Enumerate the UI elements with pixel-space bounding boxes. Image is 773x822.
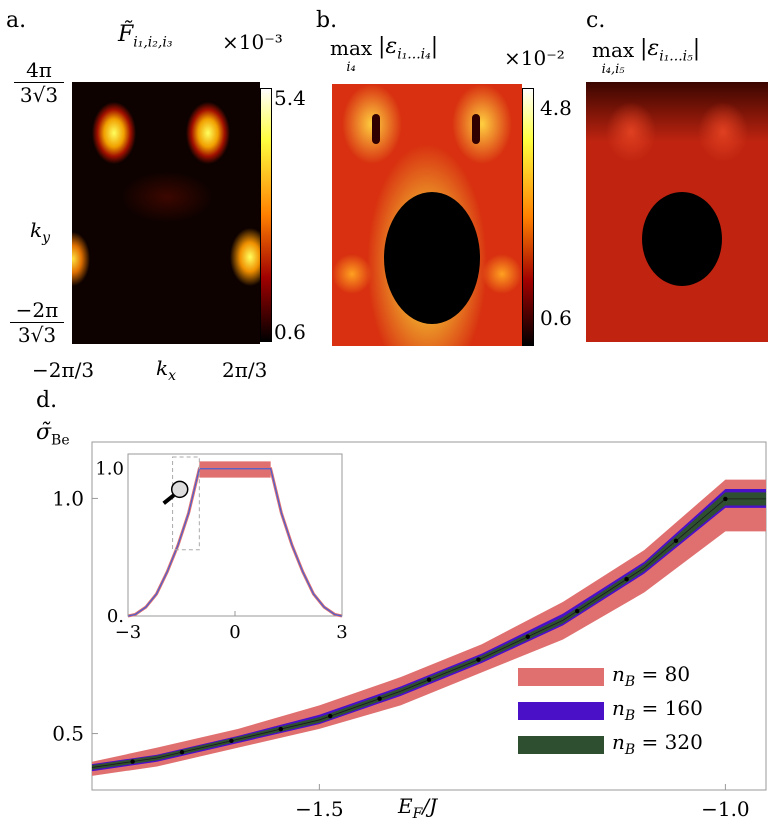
magnifier-handle: [162, 493, 175, 505]
hotspot: [186, 102, 230, 164]
data-point: [673, 538, 679, 544]
panel-c-title-max: max i₄,i₅: [592, 38, 635, 77]
panel-b-hole: [384, 192, 480, 324]
data-point: [179, 750, 185, 755]
panel-d-xlabel: EF/J: [398, 794, 438, 822]
panel-a-heatmap: [72, 82, 260, 344]
panel-b-colorbar: [522, 88, 534, 346]
legend: nB = 80 nB = 160 nB = 320: [516, 660, 766, 762]
data-point: [476, 657, 481, 662]
panel-c-heatmap: [586, 82, 768, 342]
inset-y-tick-label: 0.: [107, 606, 124, 627]
series-band-0: [92, 479, 766, 776]
data-point: [624, 576, 629, 582]
data-point: [278, 726, 284, 732]
panel-c-letter: c.: [586, 8, 606, 33]
panel-a-ytick-top: 4π 3√3: [14, 58, 64, 107]
panel-b-cbar-max: 4.8: [540, 96, 572, 120]
hotspot: [72, 232, 90, 286]
panel-d-letter: d.: [36, 388, 58, 413]
inset-zoom-box: [172, 456, 200, 551]
hotspot: [92, 102, 136, 164]
panel-a-cbar-min: 0.6: [274, 320, 306, 344]
panel-a-colorbar: [260, 88, 272, 342]
panel-b-letter: b.: [316, 8, 338, 33]
inset-curve: [127, 468, 343, 617]
panel-d-ylabel: σ̃Be: [36, 420, 70, 449]
panel-a-letter: a.: [6, 8, 27, 33]
panel-c-title-expr: |εi₁...i₅|: [640, 36, 701, 65]
data-point: [328, 713, 333, 719]
data-point: [377, 696, 382, 701]
legend-item-160: nB = 160: [516, 694, 766, 728]
panel-b-cbar-min: 0.6: [540, 306, 572, 330]
inset-x-tick-label: −3: [115, 622, 142, 643]
panel-a-xtick-left: −2π/3: [32, 358, 95, 382]
data-point: [130, 759, 135, 764]
panel-a-title: F̃i₁,i₂,i₃: [118, 22, 173, 51]
data-point: [525, 634, 530, 639]
inset-frame: [127, 453, 343, 617]
y-tick-label: 0.5: [52, 722, 84, 746]
data-point: [723, 496, 728, 502]
data-point: [229, 738, 234, 743]
legend-swatch-80: [518, 668, 604, 686]
panel-b-title-expr: |εi₁...i₄|: [378, 34, 439, 63]
inset-x-tick-label: 0: [229, 622, 240, 643]
x-tick-label: −1.5: [295, 797, 344, 821]
panel-a-cbar-max: 5.4: [274, 86, 306, 110]
panel-a-xtick-right: 2π/3: [222, 358, 268, 382]
magnifier-icon: [170, 480, 189, 499]
y-tick-label: 1.0: [52, 486, 84, 510]
legend-swatch-160: [518, 702, 604, 720]
panel-c-hole: [642, 192, 722, 286]
hotspot: [230, 228, 260, 286]
data-point: [574, 608, 580, 614]
panel-d-frame: [91, 441, 767, 791]
inset-y-tick-label: 1.0: [95, 459, 124, 480]
legend-item-80: nB = 80: [516, 660, 766, 694]
panel-a-ylabel: ky: [30, 218, 51, 246]
legend-item-320: nB = 320: [516, 728, 766, 762]
panel-a-scale: ×10⁻³: [222, 30, 283, 54]
panel-a-xlabel: kx: [156, 356, 177, 384]
panel-b-heatmap: [332, 84, 522, 346]
legend-swatch-320: [518, 736, 604, 754]
x-tick-label: −1.0: [701, 797, 750, 821]
panel-a-ytick-bottom: −2π 3√3: [10, 298, 64, 347]
series-band-2: [92, 492, 766, 770]
panel-b-title-max: max i₄: [330, 36, 373, 75]
inset-x-tick-label: 3: [336, 622, 347, 643]
center-line: [91, 498, 766, 768]
data-point: [426, 677, 432, 682]
panel-b-scale: ×10⁻²: [504, 46, 565, 70]
